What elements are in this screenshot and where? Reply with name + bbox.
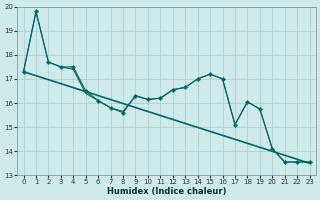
X-axis label: Humidex (Indice chaleur): Humidex (Indice chaleur) bbox=[107, 187, 226, 196]
